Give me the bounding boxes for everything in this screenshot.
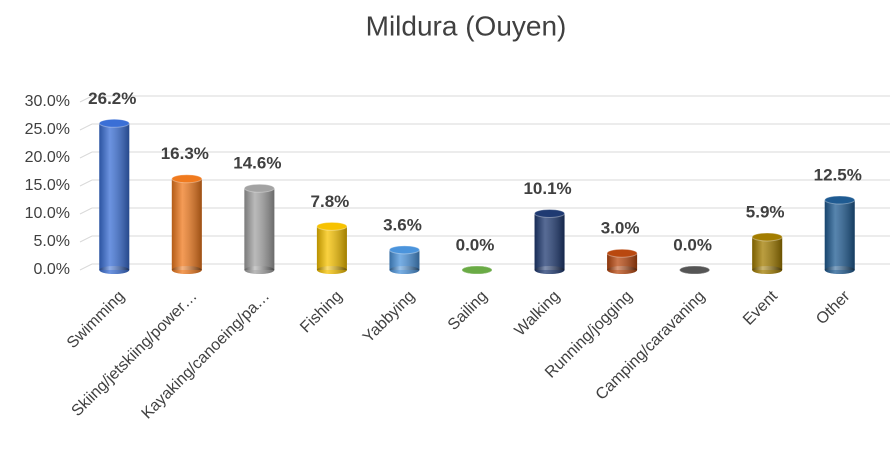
y-tick-label: 10.0%: [25, 205, 70, 222]
bar-cap: [388, 245, 420, 255]
grid-depth: [79, 263, 93, 271]
x-tick-label: Swimming: [64, 288, 128, 352]
grid-depth: [79, 235, 93, 243]
bar-cap: [171, 174, 203, 184]
bar-base-shade: [607, 266, 638, 274]
bar-base-shade: [389, 266, 420, 274]
bar-base-shade: [534, 266, 565, 274]
data-label: 5.9%: [746, 202, 785, 221]
bar-shade: [99, 123, 130, 270]
bar-cap: [243, 183, 275, 193]
y-tick-label: 25.0%: [25, 121, 70, 138]
grid-depth: [79, 95, 93, 103]
data-label: 14.6%: [233, 154, 281, 173]
x-tick-label: Fishing: [297, 288, 346, 337]
data-label: 7.8%: [311, 192, 350, 211]
x-tick-label: Skiing/jetskiing/power…: [69, 288, 201, 420]
x-tick-label: Other: [813, 287, 854, 328]
bar-cap: [461, 265, 493, 275]
x-tick-label: Yabbying: [360, 288, 418, 346]
chart-title: Mildura (Ouyen): [366, 10, 567, 41]
data-label: 26.2%: [88, 89, 136, 108]
x-tick-label: Walking: [512, 288, 564, 340]
grid-depth: [79, 207, 93, 215]
grid-depth: [79, 151, 93, 159]
data-label: 3.0%: [601, 219, 640, 238]
bar-base-shade: [824, 266, 855, 274]
bar-base-shade: [171, 266, 202, 274]
data-label: 3.6%: [383, 215, 422, 234]
bar-shade: [316, 226, 347, 270]
bar-shade: [171, 178, 202, 270]
y-tick-label: 0.0%: [34, 261, 70, 278]
data-label: 16.3%: [161, 144, 209, 163]
y-tick-label: 15.0%: [25, 177, 70, 194]
bar-cap: [606, 248, 638, 258]
y-tick-label: 20.0%: [25, 149, 70, 166]
x-tick-label: Kayaking/canoeing/pa…: [139, 288, 274, 423]
bar-shade: [752, 236, 783, 270]
x-tick-label: Event: [740, 287, 781, 328]
data-label: 0.0%: [456, 235, 495, 254]
bar-cap: [824, 195, 856, 205]
grid-depth: [79, 123, 93, 131]
bar-base-shade: [316, 266, 347, 274]
bar-shade: [389, 249, 420, 270]
y-tick-label: 5.0%: [34, 233, 70, 250]
bar-cap: [751, 232, 783, 242]
bar-base-shade: [244, 266, 275, 274]
bar-cap: [316, 221, 348, 231]
bar-base-shade: [99, 266, 130, 274]
bar-cap: [679, 265, 711, 275]
x-tick-label: Sailing: [445, 288, 491, 334]
data-label: 10.1%: [523, 179, 571, 198]
bar-shade: [244, 188, 275, 270]
bar-cap: [534, 208, 566, 218]
y-tick-label: 30.0%: [25, 93, 70, 110]
data-label: 12.5%: [814, 165, 862, 184]
bar-base-shade: [752, 266, 783, 274]
bar-shade: [824, 200, 855, 270]
bar-cap: [98, 118, 130, 128]
data-label: 0.0%: [673, 235, 712, 254]
grid-depth: [79, 179, 93, 187]
bar-shade: [607, 253, 638, 270]
bar-shade: [534, 213, 565, 270]
